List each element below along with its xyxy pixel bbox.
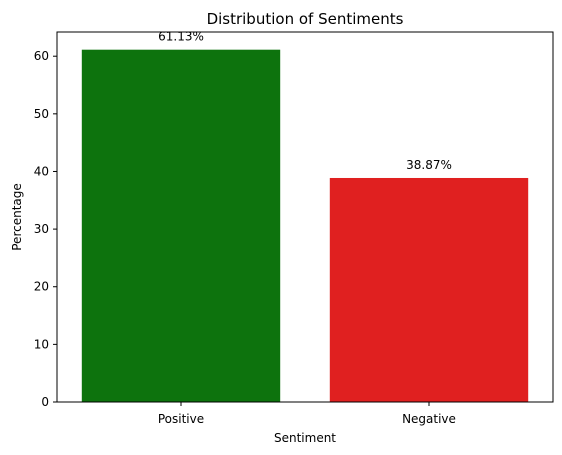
y-axis-ticks: 0 10 20 30 40 50 60 (34, 49, 57, 409)
y-tick-label-30: 30 (34, 222, 49, 236)
plot-frame (56, 31, 554, 403)
data-labels-layer: 61.13% 38.87% (158, 30, 452, 172)
bar-negative (329, 177, 529, 402)
y-tick-label-0: 0 (41, 395, 49, 409)
y-tick-label-50: 50 (34, 107, 49, 121)
y-tick-label-10: 10 (34, 337, 49, 351)
bar-positive (81, 49, 281, 402)
y-tick-label-40: 40 (34, 164, 49, 178)
data-label-positive: 61.13% (158, 30, 204, 44)
data-label-negative: 38.87% (406, 158, 452, 172)
y-tick-label-60: 60 (34, 49, 49, 63)
x-tick-label-positive: Positive (158, 412, 204, 426)
bars-layer (81, 49, 529, 402)
x-axis-ticks: Positive Negative (158, 402, 456, 426)
y-tick-label-20: 20 (34, 280, 49, 294)
x-axis-label: Sentiment (274, 431, 336, 445)
x-tick-label-negative: Negative (402, 412, 456, 426)
y-axis-label: Percentage (10, 183, 24, 251)
chart-title: Distribution of Sentiments (207, 10, 404, 28)
